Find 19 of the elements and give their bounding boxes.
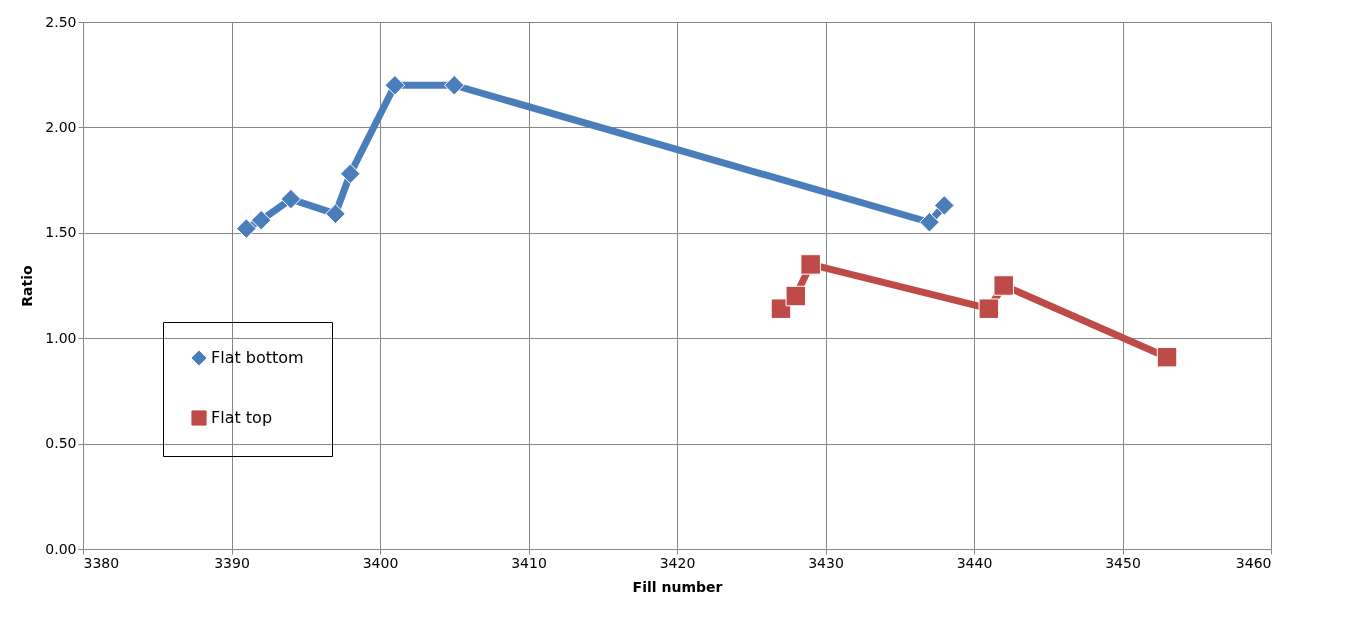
x-tick-label: 3380 bbox=[83, 554, 120, 571]
x-tick-label: 3390 bbox=[214, 554, 250, 571]
x-tick-label: 3460 bbox=[1235, 554, 1272, 571]
x-tick-label: 3430 bbox=[808, 554, 844, 571]
x-tick-label: 3410 bbox=[511, 554, 547, 571]
x-tick-label: 3400 bbox=[362, 554, 399, 571]
y-tick-label: 1.50 bbox=[45, 224, 77, 241]
y-tick-label: 1.00 bbox=[45, 329, 77, 346]
legend-label: Flat top bbox=[211, 408, 273, 427]
x-tick-label: 3440 bbox=[956, 554, 993, 571]
y-tick-label: 0.50 bbox=[45, 435, 77, 452]
y-axis-title: Ratio bbox=[19, 264, 36, 307]
y-tick-label: 0.00 bbox=[45, 540, 77, 557]
y-tick-label: 2.50 bbox=[45, 13, 77, 30]
x-axis-title: Fill number bbox=[632, 578, 723, 595]
x-tick-label: 3450 bbox=[1105, 554, 1141, 571]
y-tick-label: 2.00 bbox=[45, 118, 77, 135]
legend-label: Flat bottom bbox=[211, 348, 304, 367]
x-tick-label: 3420 bbox=[659, 554, 696, 571]
